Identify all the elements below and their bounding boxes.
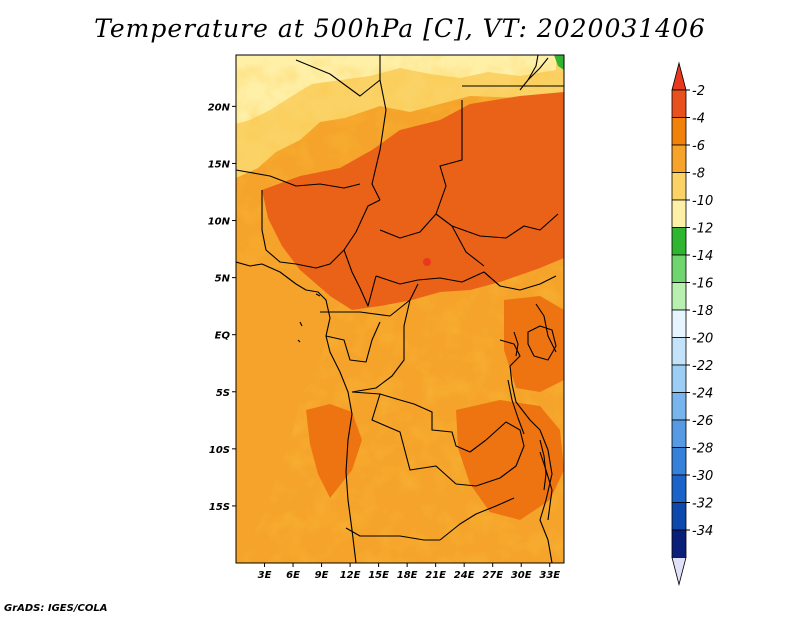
border-angola-namibia: [345, 527, 440, 541]
lake-tanganyika: [507, 379, 525, 435]
border-zambia-east: [455, 421, 525, 487]
country-borders: [236, 55, 564, 563]
border-uganda-kenya: [535, 303, 557, 353]
colorbar-swatch: [671, 282, 687, 311]
latitude-axis: 20N 15N 10N 5N EQ 5S 10S 15S: [208, 102, 236, 513]
grads-credit: GrADS: IGES/COLA: [4, 603, 108, 614]
coastline-east: [519, 55, 539, 91]
border-chad-car: [379, 213, 485, 267]
longitude-axis: 3E 6E 9E 12E 15E 18E 21E 24E 27E 30E 33E: [258, 563, 560, 581]
temperature-field: [236, 55, 564, 563]
colorbar-label: -10: [692, 194, 713, 209]
colorbar-swatch: [671, 89, 687, 118]
lake-malawi: [539, 439, 547, 491]
border-drc-angola: [351, 391, 487, 453]
colorbar-swatch: [671, 254, 687, 283]
colorbar-swatch: [671, 144, 687, 173]
colorbar-swatch: [671, 474, 687, 503]
colorbar-label: -12: [692, 222, 713, 237]
colorbar-swatch: [671, 529, 687, 558]
lon-tick-label: 6E: [286, 570, 300, 581]
border-mali-niger: [236, 169, 361, 189]
lat-tick-label: 15S: [209, 502, 230, 513]
lon-tick-label: 33E: [539, 570, 560, 581]
map-frame: [235, 54, 565, 564]
border-cameroon: [343, 249, 377, 307]
islands-gulf: [297, 293, 321, 343]
colorbar-label: -34: [692, 524, 713, 539]
colorbar-label: -14: [692, 249, 713, 264]
lon-tick-label: 12E: [340, 570, 361, 581]
colorbar-label: -28: [692, 442, 713, 457]
colorbar-swatch: [671, 227, 687, 256]
border-malawi: [539, 451, 553, 521]
lat-tick-label: 10S: [209, 445, 230, 456]
colorbar-label: -8: [692, 167, 705, 182]
colorbar-top-arrow: [671, 61, 687, 91]
field-south-minus4: [306, 404, 362, 498]
lon-tick-label: 27E: [482, 570, 503, 581]
colorbar-label: -16: [692, 277, 713, 292]
border-angola-zambia: [371, 393, 457, 485]
colorbar: -2 -4 -6 -8 -10 -12 -14 -16 -18 -20 -22 -24 -26 -28 -3…: [671, 61, 713, 587]
colorbar-swatch: [671, 447, 687, 476]
field-west-minus6: [236, 262, 330, 560]
lat-tick-label: 20N: [208, 102, 231, 113]
colorbar-swatch: [671, 172, 687, 201]
field-east-minus4: [504, 296, 564, 392]
colorbar-swatch: [671, 392, 687, 421]
lat-tick-label: 10N: [208, 217, 231, 228]
border-south-sudan-drc-uganda: [483, 271, 557, 291]
colorbar-label: -18: [692, 304, 713, 319]
border-cameroon-south: [320, 311, 391, 317]
border-sudan-south-sudan: [451, 213, 559, 239]
lon-tick-label: 9E: [315, 570, 329, 581]
border-zambia-zimbabwe: [439, 497, 515, 541]
lon-tick-label: 30E: [511, 570, 532, 581]
lat-tick-label: EQ: [215, 331, 231, 342]
lon-tick-label: 15E: [368, 570, 389, 581]
border-libya-sudan: [435, 100, 463, 215]
field-top-right-green: [554, 55, 564, 70]
field-hotspot: [423, 258, 431, 266]
map-title: Temperature at 500hPa [C], VT: 202003140…: [94, 14, 706, 43]
colorbar-swatch: [671, 199, 687, 228]
colorbar-label: -26: [692, 414, 713, 429]
colorbar-label: -30: [692, 469, 713, 484]
nile-delta-coast: [527, 57, 549, 81]
colorbar-label: -2: [692, 84, 705, 99]
colorbar-label: -20: [692, 332, 713, 347]
lon-tick-label: 3E: [258, 570, 272, 581]
border-drc-congo: [351, 283, 419, 393]
colorbar-swatch: [671, 117, 687, 146]
lake-victoria: [527, 325, 557, 361]
border-tanzania: [511, 383, 553, 563]
lon-tick-label: 24E: [454, 570, 475, 581]
field-southeast-minus4: [456, 400, 564, 520]
colorbar-swatch: [671, 419, 687, 448]
field-central-minus4: [262, 92, 564, 310]
colorbar-swatch: [671, 364, 687, 393]
lon-tick-label: 21E: [425, 570, 446, 581]
lat-tick-label: 5N: [215, 274, 231, 285]
colorbar-label: -6: [692, 139, 705, 154]
border-nigeria: [261, 190, 381, 269]
lon-tick-label: 18E: [397, 570, 418, 581]
lake-albert: [513, 331, 519, 357]
colorbar-label: -22: [692, 359, 713, 374]
lat-tick-label: 5S: [216, 388, 230, 399]
lat-tick-label: 15N: [208, 159, 231, 170]
colorbar-swatch: [671, 337, 687, 366]
colorbar-swatch: [671, 309, 687, 338]
colorbar-bottom-arrow: [671, 557, 687, 587]
colorbar-swatch: [671, 502, 687, 531]
border-niger-chad-libya: [371, 55, 387, 201]
border-gabon-congo: [325, 321, 381, 363]
colorbar-label: -4: [692, 112, 705, 127]
border-algeria-niger: [295, 59, 381, 97]
colorbar-label: -24: [692, 387, 713, 402]
colorbar-label: -32: [692, 497, 713, 512]
